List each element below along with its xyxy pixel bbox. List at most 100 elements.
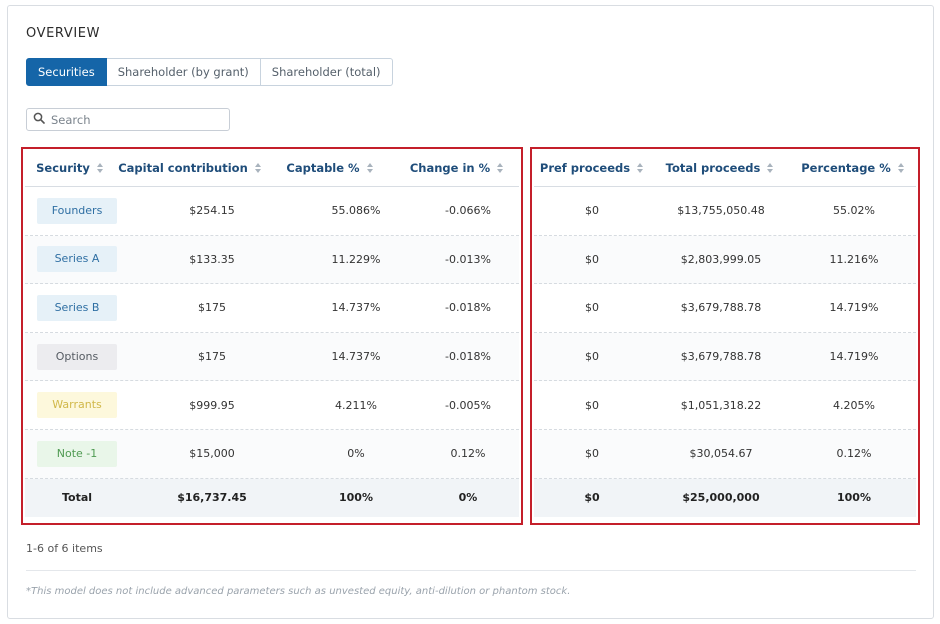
total-proceeds-cell: $3,679,788.78: [680, 350, 762, 364]
change-cell: -0.018%: [445, 350, 491, 364]
search-box: [26, 108, 230, 131]
security-badge[interactable]: Note -1: [37, 440, 117, 467]
captable-cell: 14.737%: [331, 301, 381, 315]
highlight-box-right: [530, 147, 920, 525]
view-tabs: Securities Shareholder (by grant) Shareh…: [26, 58, 393, 86]
sort-icon: [767, 162, 774, 173]
table-row: $0 $30,054.67 0.12%: [534, 429, 916, 479]
col-total-proceeds[interactable]: Total proceeds: [650, 161, 790, 175]
captable-cell: 0%: [347, 447, 365, 461]
highlight-box-left: [21, 147, 523, 525]
sort-icon: [497, 162, 504, 173]
capital-cell: $999.95: [189, 398, 235, 412]
capital-cell: $254.15: [189, 204, 235, 218]
change-cell: -0.018%: [445, 301, 491, 315]
total-proceeds-cell: $1,051,318.22: [680, 398, 762, 412]
total-proceeds-cell: $2,803,999.05: [680, 252, 762, 266]
security-badge[interactable]: Founders: [37, 197, 117, 224]
col-pref-proceeds[interactable]: Pref proceeds: [534, 161, 650, 175]
pref-cell: $0: [585, 447, 599, 461]
total-proceeds: $25,000,000: [682, 491, 760, 505]
percentage-cell: 4.205%: [833, 398, 875, 412]
pref-cell: $0: [585, 252, 599, 266]
divider: [26, 570, 916, 571]
pref-cell: $0: [585, 398, 599, 412]
tab-shareholder-total[interactable]: Shareholder (total): [260, 58, 393, 86]
captable-cell: 4.211%: [335, 398, 377, 412]
table-row: Series A $133.35 11.229% -0.013%: [25, 235, 519, 285]
table-row: Series B $175 14.737% -0.018%: [25, 284, 519, 333]
col-percentage[interactable]: Percentage %: [790, 161, 916, 175]
sort-icon: [254, 162, 262, 173]
captable-cell: 55.086%: [331, 204, 381, 218]
total-pref: $0: [584, 491, 600, 505]
pref-cell: $0: [585, 204, 599, 218]
col-security[interactable]: Security: [25, 161, 115, 175]
security-badge[interactable]: Series A: [37, 246, 117, 273]
table-row: Options $175 14.737% -0.018%: [25, 332, 519, 382]
total-change: 0%: [458, 491, 478, 505]
sort-icon: [637, 162, 644, 173]
security-cell: Warrants: [25, 392, 129, 419]
search-icon: [33, 111, 45, 129]
pref-cell: $0: [585, 301, 599, 315]
security-badge[interactable]: Options: [37, 343, 117, 370]
percentage-cell: 11.216%: [829, 252, 879, 266]
capital-cell: $133.35: [189, 252, 235, 266]
total-captable: 100%: [339, 491, 373, 505]
total-percentage: 100%: [837, 491, 871, 505]
capital-cell: $175: [198, 301, 226, 315]
total-proceeds-cell: $13,755,050.48: [677, 204, 765, 218]
table-row: Founders $254.15 55.086% -0.066%: [25, 187, 519, 236]
security-cell: Options: [25, 343, 129, 370]
percentage-cell: 14.719%: [829, 350, 879, 364]
total-proceeds-cell: $30,054.67: [689, 447, 753, 461]
security-cell: Note -1: [25, 440, 129, 467]
security-badge[interactable]: Series B: [37, 294, 117, 321]
security-cell: Series A: [25, 246, 129, 273]
tab-securities[interactable]: Securities: [26, 58, 107, 86]
securities-table: Security Capital contribution Captable %…: [25, 149, 519, 519]
total-row: $0 $25,000,000 100%: [534, 478, 916, 517]
table-row: $0 $2,803,999.05 11.216%: [534, 235, 916, 285]
pagination-count: 1-6 of 6 items: [26, 542, 103, 555]
table-row: Warrants $999.95 4.211% -0.005%: [25, 381, 519, 430]
tab-shareholder-by-grant[interactable]: Shareholder (by grant): [106, 58, 261, 86]
security-cell: Founders: [25, 197, 129, 224]
percentage-cell: 0.12%: [836, 447, 872, 461]
col-captable[interactable]: Captable %: [265, 161, 395, 175]
security-cell: Series B: [25, 294, 129, 321]
sort-icon: [366, 162, 374, 173]
change-cell: 0.12%: [450, 447, 486, 461]
search-input[interactable]: [51, 112, 221, 127]
total-capital: $16,737.45: [177, 491, 247, 505]
table-row: $0 $3,679,788.78 14.719%: [534, 332, 916, 382]
table-header: Security Capital contribution Captable %…: [25, 149, 519, 187]
total-proceeds-cell: $3,679,788.78: [680, 301, 762, 315]
pref-cell: $0: [585, 350, 599, 364]
sort-icon: [897, 162, 905, 173]
proceeds-table: Pref proceeds Total proceeds Percentage …: [534, 149, 916, 519]
table-header: Pref proceeds Total proceeds Percentage …: [534, 149, 916, 187]
table-row: $0 $13,755,050.48 55.02%: [534, 187, 916, 236]
change-cell: -0.013%: [445, 252, 491, 266]
captable-cell: 14.737%: [331, 350, 381, 364]
total-row: Total $16,737.45 100% 0%: [25, 478, 519, 517]
table-row: $0 $1,051,318.22 4.205%: [534, 381, 916, 430]
change-cell: -0.005%: [445, 398, 491, 412]
sort-icon: [96, 162, 104, 173]
total-label: Total: [61, 491, 93, 505]
captable-cell: 11.229%: [331, 252, 381, 266]
col-change[interactable]: Change in %: [395, 161, 519, 175]
capital-cell: $175: [198, 350, 226, 364]
footnote: *This model does not include advanced pa…: [26, 586, 571, 597]
security-badge[interactable]: Warrants: [37, 392, 117, 419]
col-capital-contribution[interactable]: Capital contribution: [115, 161, 265, 175]
change-cell: -0.066%: [445, 204, 491, 218]
page-title: OVERVIEW: [26, 26, 101, 41]
table-row: $0 $3,679,788.78 14.719%: [534, 284, 916, 333]
percentage-cell: 55.02%: [833, 204, 875, 218]
table-row: Note -1 $15,000 0% 0.12%: [25, 429, 519, 479]
percentage-cell: 14.719%: [829, 301, 879, 315]
capital-cell: $15,000: [189, 447, 235, 461]
